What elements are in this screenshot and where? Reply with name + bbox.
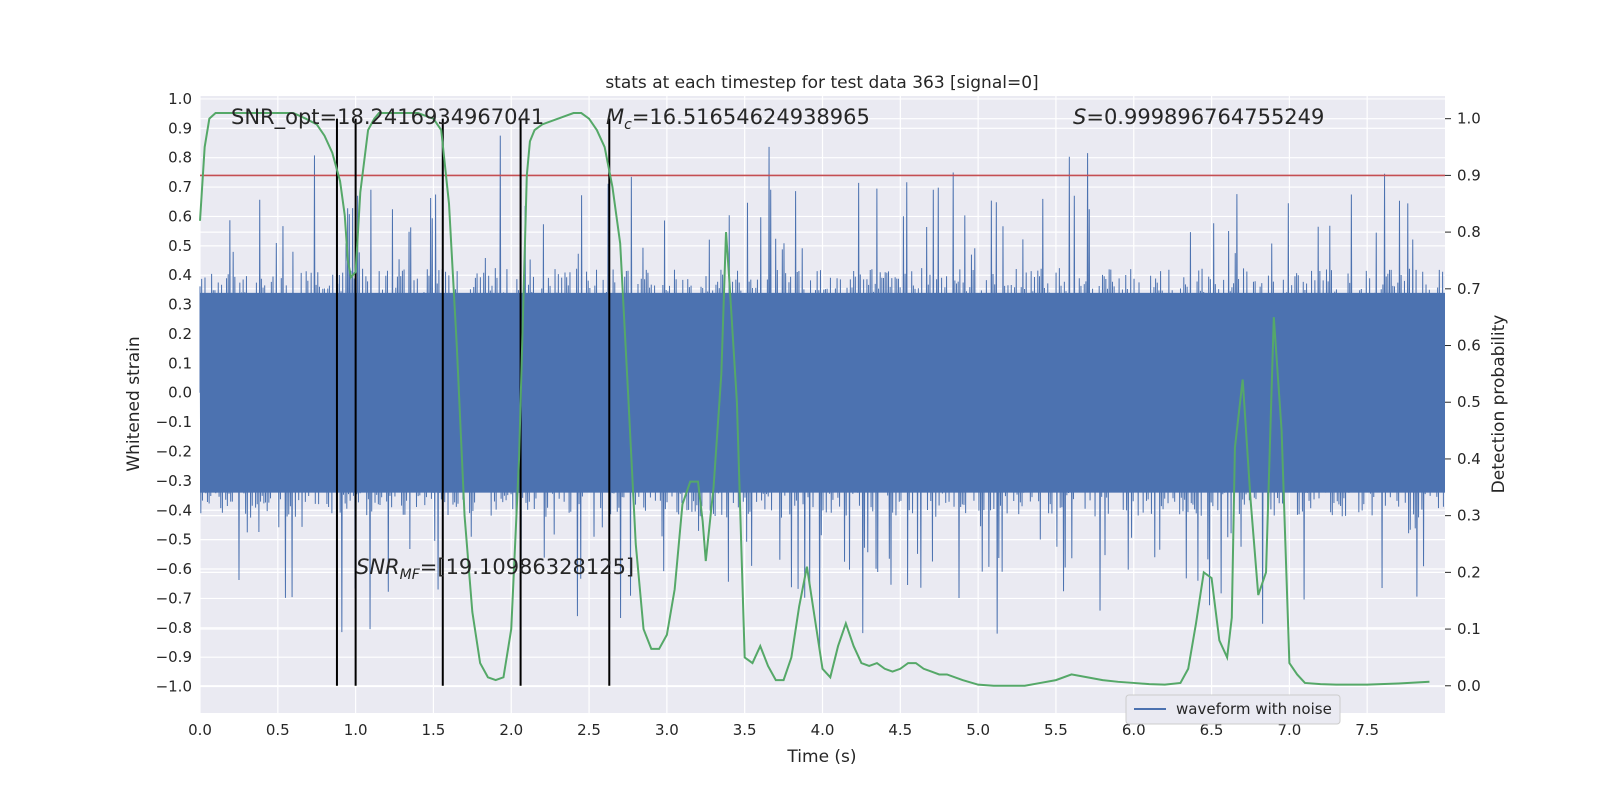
x-tick-label: 4.0	[811, 721, 835, 739]
x-tick-label: 0.5	[266, 721, 290, 739]
detection-probability-line	[199, 112, 1430, 687]
y-tick-label-right: 0.7	[1457, 280, 1481, 298]
detection-probability-series	[199, 112, 1430, 687]
y-tick-label-left: −0.5	[156, 531, 192, 549]
y-tick-label-left: 0.4	[168, 266, 192, 284]
y-tick-label-right: 1.0	[1457, 110, 1481, 128]
y-tick-label-left: 0.0	[168, 384, 192, 402]
axis-ticks: 0.0 0.5 1.0 1.5 2.0 2.5 3.0 3.5 4.0 4.5 5.0 5.5 6.0 6…	[156, 90, 1481, 739]
x-axis-title: Time (s)	[786, 747, 856, 767]
y-tick-label-left: −0.1	[156, 413, 192, 431]
y-tick-label-left: −0.7	[156, 589, 192, 607]
x-tick-label: 1.5	[422, 721, 446, 739]
y-tick-label-right: 0.9	[1457, 166, 1481, 184]
y-tick-label-left: 0.8	[168, 149, 192, 167]
y-tick-label-left: 1.0	[168, 90, 192, 108]
x-tick-label: 2.5	[577, 721, 601, 739]
y-tick-label-left: −0.6	[156, 560, 192, 578]
legend-label-waveform: waveform with noise	[1176, 700, 1332, 718]
waveform-noise-core	[200, 292, 1445, 493]
y-tick-label-left: −0.8	[156, 619, 192, 637]
x-tick-label: 6.0	[1122, 721, 1146, 739]
x-tick-label: 4.5	[888, 721, 912, 739]
y-tick-label-left: 0.5	[168, 237, 192, 255]
y-tick-label-right: 0.2	[1457, 563, 1481, 581]
y-tick-label-left: −0.9	[156, 648, 192, 666]
legend-box	[1125, 694, 1341, 725]
y-tick-label-left: −0.4	[156, 501, 192, 519]
y-tick-label-right: 0.0	[1457, 677, 1481, 695]
x-tick-label: 3.5	[733, 721, 757, 739]
x-tick-label: 1.0	[344, 721, 368, 739]
x-tick-label: 0.0	[188, 721, 212, 739]
annotation-snr-mf: SNRMF=[19.10986328125]	[356, 555, 634, 583]
y-tick-label-right: 0.8	[1457, 223, 1481, 241]
y-tick-label-right: 0.1	[1457, 620, 1481, 638]
y-tick-label-left: −0.3	[156, 472, 192, 490]
y-tick-label-right: 0.5	[1457, 393, 1481, 411]
x-tick-label: 7.5	[1355, 721, 1379, 739]
y-tick-label-left: 0.2	[168, 325, 192, 343]
y-tick-label-left: −1.0	[156, 678, 192, 696]
x-tick-label: 2.0	[499, 721, 523, 739]
y-tick-label-left: 0.3	[168, 296, 192, 314]
y-axis-title-right: Detection probability	[1489, 315, 1509, 494]
annotation-s: S=0.999896764755249	[1073, 105, 1324, 129]
chart-title: stats at each timestep for test data 363…	[605, 73, 1038, 93]
annotation-chirp-mass: Mc=16.51654624938965	[606, 105, 870, 133]
waveform-with-noise-series	[199, 135, 1445, 652]
y-tick-label-right: 0.6	[1457, 337, 1481, 355]
y-tick-label-left: 0.9	[168, 119, 192, 137]
y-tick-label-left: 0.6	[168, 207, 192, 225]
y-tick-label-left: 0.7	[168, 178, 192, 196]
x-tick-label: 6.5	[1200, 721, 1224, 739]
y-tick-label-right: 0.3	[1457, 507, 1481, 525]
x-tick-label: 5.5	[1044, 721, 1068, 739]
legend: waveform with noise	[1125, 694, 1341, 725]
x-tick-label: 5.0	[966, 721, 990, 739]
x-tick-label: 7.0	[1277, 721, 1301, 739]
y-axis-title-left: Whitened strain	[124, 336, 144, 471]
y-tick-label-left: −0.2	[156, 443, 192, 461]
y-tick-label-left: 0.1	[168, 354, 192, 372]
annotation-snr-opt: SNR_opt=18.2416934967041	[231, 105, 544, 130]
x-tick-label: 3.0	[655, 721, 679, 739]
y-tick-label-right: 0.4	[1457, 450, 1481, 468]
